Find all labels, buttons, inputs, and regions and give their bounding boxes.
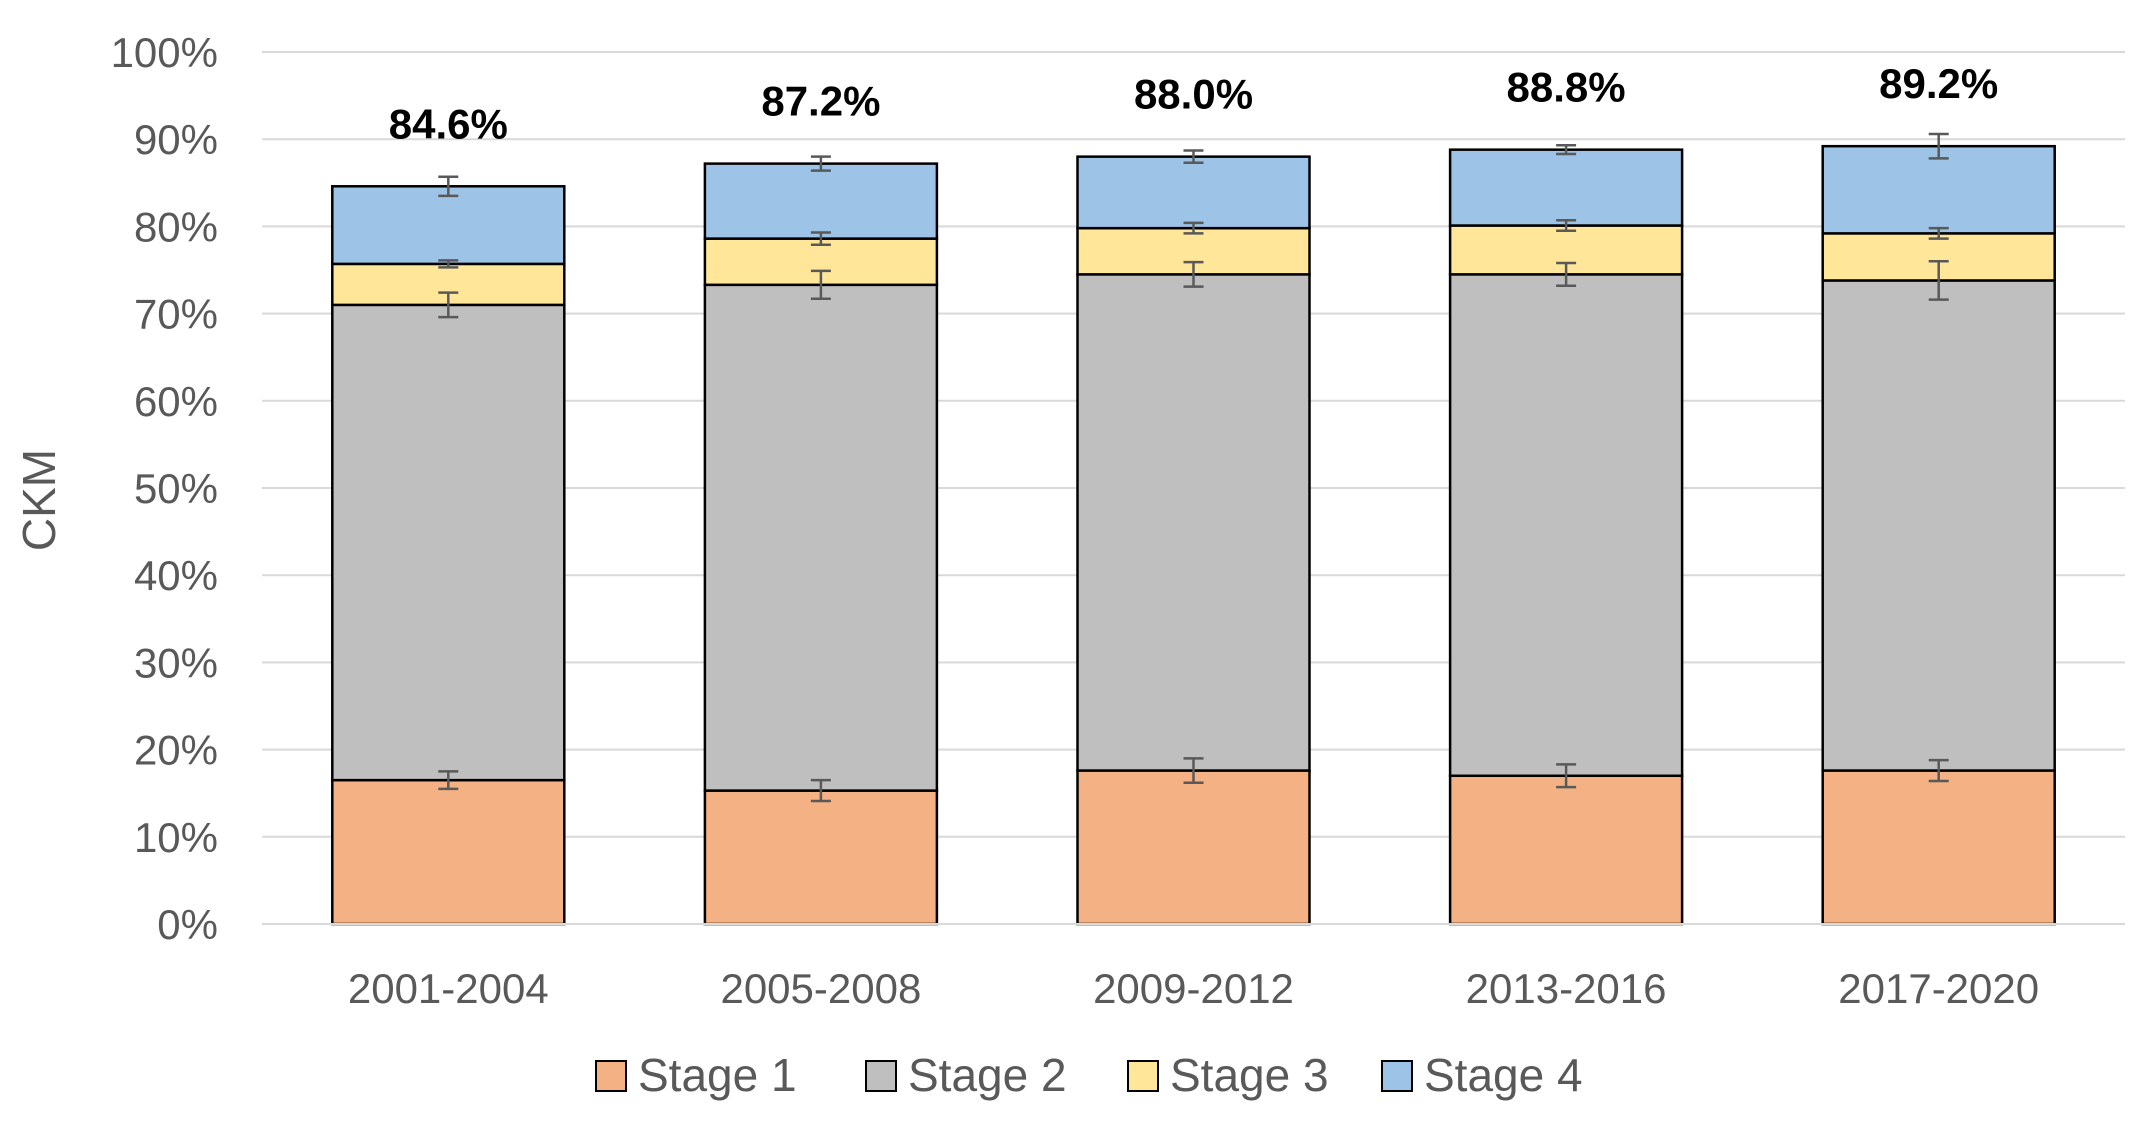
bar-segment-stage-1	[331, 778, 566, 926]
bar-segment-stage-2	[1076, 273, 1311, 772]
legend: Stage 1 Stage 2 Stage 3 Stage 4	[595, 1049, 1583, 1101]
x-axis-ticks: 2001-2004 2005-2008 2009-2012 2013-2016 2017…	[348, 965, 2039, 1012]
total-label: 84.6%	[389, 100, 508, 147]
bar-segment-stage-2	[1448, 273, 1684, 778]
bar-segment-stage-2	[1821, 279, 2056, 772]
x-tick-label: 2005-2008	[720, 965, 921, 1012]
legend-swatch-stage-1	[595, 1060, 627, 1092]
y-tick-label: 40%	[134, 552, 218, 599]
x-tick-label: 2013-2016	[1466, 965, 1667, 1012]
y-tick-label: 100%	[111, 29, 218, 76]
y-tick-label: 0%	[157, 901, 218, 948]
total-label: 88.0%	[1134, 71, 1253, 118]
bar-segment-stage-1	[703, 789, 939, 926]
x-tick-label: 2001-2004	[348, 965, 549, 1012]
bars	[331, 144, 2056, 926]
y-tick-label: 10%	[134, 814, 218, 861]
bar-segment-stage-1	[1076, 769, 1311, 926]
bar-segment-stage-4	[1448, 148, 1684, 227]
legend-swatch-stage-2	[865, 1060, 897, 1092]
bar-segment-stage-1	[1448, 774, 1684, 926]
total-label: 88.8%	[1507, 64, 1626, 111]
legend-label: Stage 4	[1424, 1049, 1583, 1101]
y-axis-title: CKM	[13, 449, 65, 551]
y-tick-label: 90%	[134, 116, 218, 163]
x-tick-label: 2009-2012	[1093, 965, 1294, 1012]
y-tick-label: 20%	[134, 727, 218, 774]
error-bars	[438, 132, 1949, 803]
bar-segment-stage-4	[331, 185, 566, 266]
bar-segment-stage-4	[703, 162, 939, 240]
bar-segment-stage-4	[1076, 155, 1311, 230]
y-tick-label: 50%	[134, 465, 218, 512]
y-tick-label: 80%	[134, 203, 218, 250]
total-labels: 84.6% 87.2% 88.0% 88.8% 89.2%	[389, 60, 1998, 147]
legend-label: Stage 1	[638, 1049, 797, 1101]
bar-segment-stage-4	[1821, 144, 2056, 235]
bar-segment-stage-2	[331, 303, 566, 782]
y-axis-ticks: 0% 10% 20% 30% 40% 50% 60% 70% 80% 90% 100%	[111, 29, 218, 948]
legend-label: Stage 3	[1170, 1049, 1329, 1101]
legend-label: Stage 2	[908, 1049, 1067, 1101]
bar-segment-stage-1	[1821, 769, 2056, 926]
x-tick-label: 2017-2020	[1838, 965, 2039, 1012]
legend-swatch-stage-4	[1381, 1060, 1413, 1092]
y-tick-label: 60%	[134, 378, 218, 425]
y-tick-label: 70%	[134, 291, 218, 338]
bar-segment-stage-2	[703, 283, 939, 792]
total-label: 87.2%	[761, 78, 880, 125]
legend-swatch-stage-3	[1127, 1060, 1159, 1092]
y-tick-label: 30%	[134, 639, 218, 686]
total-label: 89.2%	[1879, 60, 1998, 107]
